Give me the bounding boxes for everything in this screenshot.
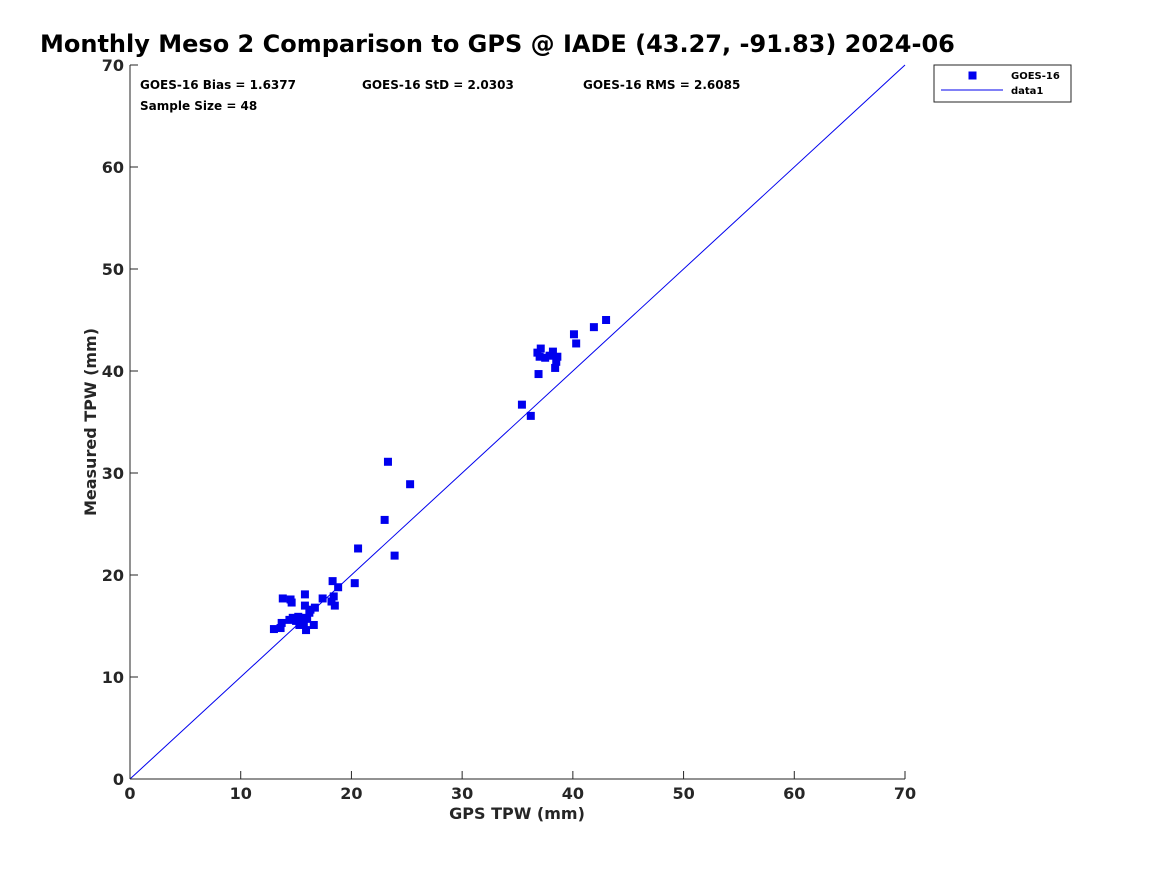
data-point-43 [552, 357, 561, 366]
legend-label-data1: data1 [1011, 86, 1043, 97]
data-point-21 [318, 594, 327, 603]
std-stat: GOES-16 StD = 2.0303 [362, 78, 514, 92]
y-tick-label-5: 50 [102, 260, 124, 279]
x-tick-label-1: 10 [230, 784, 252, 803]
data-point-44 [553, 352, 562, 361]
data-point-18 [306, 605, 315, 614]
data-point-1 [276, 624, 285, 633]
data-point-36 [534, 370, 543, 379]
series-line-data1 [129, 64, 906, 780]
x-axis-label: GPS TPW (mm) [449, 804, 585, 823]
y-tick-label-0: 0 [113, 770, 124, 789]
scatter-points-layer [269, 316, 611, 635]
data-point-14 [300, 601, 309, 610]
data-point-0 [269, 625, 278, 634]
x-tick-label-5: 50 [672, 784, 694, 803]
x-tick-label-7: 70 [894, 784, 916, 803]
bias-stat: GOES-16 Bias = 1.6377 [140, 78, 296, 92]
data-point-13 [300, 590, 309, 599]
y-tick-label-2: 20 [102, 566, 124, 585]
data-point-15 [302, 626, 311, 635]
data-point-20 [310, 603, 319, 612]
data-point-19 [309, 620, 318, 629]
x-tick-label-6: 60 [783, 784, 805, 803]
data-point-42 [551, 363, 560, 372]
data-point-39 [541, 353, 550, 362]
data-point-3 [278, 594, 287, 603]
data-point-46 [572, 339, 581, 348]
data-point-47 [589, 323, 598, 332]
identity-line-layer [129, 64, 906, 780]
legend: GOES-16 data1 [933, 64, 1072, 103]
data-point-2 [277, 618, 286, 627]
chart-title: Monthly Meso 2 Comparison to GPS @ IADE … [40, 30, 955, 58]
legend-label-goes16: GOES-16 [1011, 71, 1060, 82]
y-tick-label-7: 70 [102, 56, 124, 75]
data-point-29 [380, 515, 389, 524]
data-point-10 [295, 620, 304, 629]
data-point-12 [299, 618, 308, 627]
legend-marker-goes16 [968, 71, 977, 80]
x-tick-label-4: 40 [562, 784, 584, 803]
y-tick-label-1: 10 [102, 668, 124, 687]
x-tick-label-0: 0 [124, 784, 135, 803]
data-point-22 [327, 597, 336, 606]
data-point-25 [330, 601, 339, 610]
sample-size-stat: Sample Size = 48 [140, 99, 257, 113]
legend-box [933, 64, 1072, 103]
data-point-16 [303, 614, 312, 623]
data-point-26 [334, 583, 343, 592]
data-point-41 [548, 347, 557, 356]
data-point-23 [328, 577, 337, 586]
y-tick-label-4: 40 [102, 362, 124, 381]
y-tick-label-3: 30 [102, 464, 124, 483]
data-point-48 [602, 316, 611, 324]
data-point-6 [287, 598, 296, 607]
data-point-11 [297, 613, 306, 622]
rms-stat: GOES-16 RMS = 2.6085 [583, 78, 740, 92]
data-point-31 [390, 551, 399, 560]
data-point-32 [406, 480, 415, 489]
data-point-24 [329, 592, 338, 601]
data-point-40 [545, 351, 554, 360]
y-ticks: 0 10 20 30 40 50 60 70 [102, 56, 138, 789]
data-point-27 [350, 579, 359, 588]
x-tick-label-3: 30 [451, 784, 473, 803]
y-tick-label-6: 60 [102, 158, 124, 177]
x-tick-label-2: 20 [340, 784, 362, 803]
y-axis-label: Measured TPW (mm) [81, 328, 100, 516]
data-point-30 [383, 457, 392, 466]
data-point-28 [354, 544, 363, 553]
x-ticks: 0 10 20 30 40 50 60 70 [124, 771, 916, 803]
data-point-45 [569, 330, 578, 339]
data-point-38 [536, 344, 545, 353]
data-point-8 [292, 616, 301, 625]
data-point-35 [533, 348, 542, 357]
data-point-37 [535, 352, 544, 361]
data-point-33 [517, 400, 526, 409]
data-point-34 [526, 411, 535, 420]
